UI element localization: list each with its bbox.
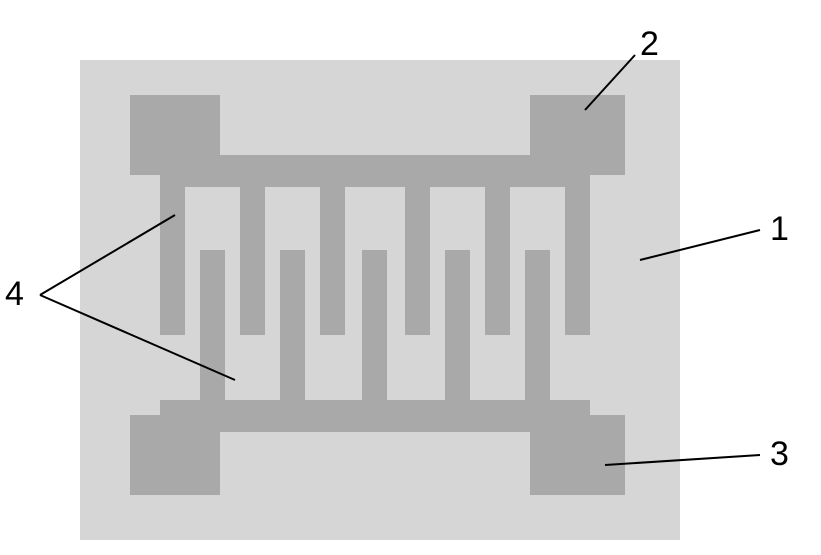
bottom-finger-3 [445,250,470,400]
bottom-finger-1 [280,250,305,400]
top-finger-4 [485,185,510,335]
label-4: 4 [5,275,24,314]
label-3: 3 [770,435,789,474]
top-bus [160,155,590,187]
bottom-bus [160,400,590,432]
label-1: 1 [770,210,789,249]
top-finger-0 [160,185,185,335]
top-finger-3 [405,185,430,335]
top-finger-2 [320,185,345,335]
bottom-finger-4 [525,250,550,400]
bottom-finger-2 [362,250,387,400]
top-finger-1 [240,185,265,335]
label-2: 2 [640,25,659,64]
top-finger-5 [565,185,590,335]
bottom-finger-0 [200,250,225,400]
